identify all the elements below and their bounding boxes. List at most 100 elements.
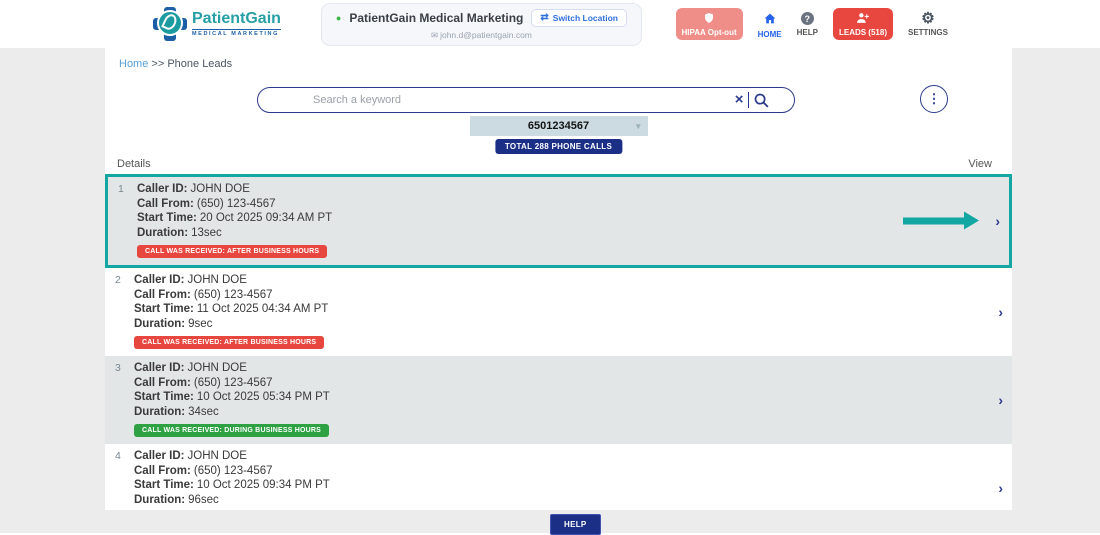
online-status-icon: ●: [335, 12, 342, 23]
duration-label: Duration:: [134, 493, 186, 506]
shield-icon: [703, 12, 715, 26]
row-details: Caller ID: JOHN DOE Call From: (650) 123-4…: [134, 361, 330, 437]
search-divider: [747, 92, 749, 108]
call-from-label: Call From:: [137, 197, 194, 210]
nav-home[interactable]: HOME: [758, 8, 782, 39]
duration-value: 9sec: [188, 317, 213, 330]
person-plus-icon: [856, 12, 870, 26]
duration-label: Duration:: [134, 405, 186, 418]
view-chevron-icon[interactable]: ›: [998, 304, 1003, 320]
list-header: Details View: [105, 156, 1012, 174]
caller-id-label: Caller ID:: [134, 362, 185, 374]
row-number: 2: [115, 274, 121, 286]
logo-name: PatientGain: [192, 10, 281, 27]
nav-home-label: HOME: [757, 30, 782, 39]
search-icon[interactable]: [753, 92, 770, 109]
start-time-label: Start Time:: [134, 391, 194, 403]
leads-label: LEADS (518): [838, 28, 887, 37]
phone-lead-row-1[interactable]: 1 Caller ID: JOHN DOE Call From: (650) 123…: [105, 174, 1012, 268]
call-from-label: Call From:: [134, 464, 191, 477]
content-panel: Home >> Phone Leads × ⋮ 6501234567 ▾ TOT…: [105, 48, 1012, 510]
call-status-badge: CALL WAS RECEIVED: DURING BUSINESS HOURS: [134, 424, 329, 437]
row-details: Caller ID: JOHN DOE Call From: (650) 123-4…: [134, 273, 328, 349]
details-column-header: Details: [117, 158, 151, 170]
duration-value: 96sec: [188, 493, 219, 506]
view-column-header: View: [968, 158, 992, 170]
call-from-value: (650) 123-4567: [193, 464, 273, 477]
start-time-value: 11 Oct 2025 04:34 AM PT: [196, 303, 329, 315]
clear-search-icon[interactable]: ×: [734, 91, 744, 108]
breadcrumb-home-link[interactable]: Home: [119, 58, 149, 70]
search-bar: ×: [257, 87, 795, 113]
phone-lead-row-2[interactable]: 2 Caller ID: JOHN DOE Call From: (650) 123…: [105, 268, 1012, 356]
start-time-value: 10 Oct 2025 09:34 PM PT: [196, 479, 330, 491]
total-calls-badge: TOTAL 288 PHONE CALLS: [494, 139, 623, 154]
nav-settings[interactable]: ⚙ SETTINGS: [908, 8, 948, 37]
call-status-badge: CALL WAS RECEIVED: AFTER BUSINESS HOURS: [137, 245, 328, 258]
logo-tagline: MEDICAL MARKETING: [192, 29, 281, 37]
phone-number-dropdown[interactable]: 6501234567 ▾: [469, 116, 648, 136]
switch-location-button[interactable]: ⇄ Switch Location: [531, 8, 627, 27]
start-time-label: Start Time:: [137, 212, 197, 224]
call-from-value: (650) 123-4567: [193, 376, 273, 389]
top-nav: HIPAA Opt-out HOME ? HELP LEADS (518) ⚙ …: [675, 8, 948, 40]
envelope-icon: ✉: [430, 29, 439, 40]
call-from-value: (650) 123-4567: [196, 197, 276, 210]
logo-text: PatientGain MEDICAL MARKETING: [192, 11, 281, 37]
help-button[interactable]: HELP: [550, 514, 601, 535]
start-time-label: Start Time:: [134, 303, 194, 315]
more-options-button[interactable]: ⋮: [920, 85, 948, 113]
call-status-badge: CALL WAS RECEIVED: AFTER BUSINESS HOURS: [134, 336, 325, 349]
account-email-text: john.d@patientgain.com: [440, 29, 532, 40]
caller-id-label: Caller ID:: [134, 274, 185, 286]
page-background: Home >> Phone Leads × ⋮ 6501234567 ▾ TOT…: [0, 48, 1100, 535]
caller-id-value: JOHN DOE: [187, 362, 247, 374]
nav-settings-label: SETTINGS: [907, 28, 948, 37]
search-input[interactable]: [258, 94, 735, 106]
switch-location-label: Switch Location: [552, 12, 618, 23]
call-from-label: Call From:: [134, 288, 191, 301]
breadcrumb-separator: >>: [151, 58, 165, 70]
view-chevron-icon[interactable]: ›: [995, 213, 1000, 229]
phone-lead-row-3[interactable]: 3 Caller ID: JOHN DOE Call From: (650) 123…: [105, 356, 1012, 444]
start-time-value: 20 Oct 2025 09:34 AM PT: [199, 212, 333, 224]
account-email: ✉ john.d@patientgain.com: [336, 30, 627, 41]
leads-button[interactable]: LEADS (518): [832, 8, 893, 40]
caller-id-value: JOHN DOE: [187, 274, 247, 286]
row-details: Caller ID: JOHN DOE Call From: (650) 123-4…: [134, 449, 330, 510]
duration-label: Duration:: [137, 226, 189, 239]
hipaa-optout-button[interactable]: HIPAA Opt-out: [675, 8, 743, 40]
start-time-value: 10 Oct 2025 05:34 PM PT: [196, 391, 330, 403]
view-chevron-icon[interactable]: ›: [998, 392, 1003, 408]
account-name: PatientGain Medical Marketing: [349, 10, 524, 25]
phone-number-value: 6501234567: [527, 120, 590, 132]
nav-help-label: HELP: [796, 28, 818, 37]
call-from-label: Call From:: [134, 376, 191, 389]
toolbar: × ⋮ 6501234567 ▾ TOTAL 288 PHONE CALLS: [105, 71, 1012, 156]
row-number: 3: [115, 362, 121, 374]
call-from-value: (650) 123-4567: [193, 288, 273, 301]
row-details: Caller ID: JOHN DOE Call From: (650) 123-4…: [137, 182, 332, 258]
caret-down-icon: ▾: [635, 120, 641, 131]
gear-icon: ⚙: [921, 10, 935, 27]
view-chevron-icon[interactable]: ›: [998, 480, 1003, 496]
row-number: 4: [115, 450, 121, 462]
duration-label: Duration:: [134, 317, 186, 330]
dots-vertical-icon: ⋮: [927, 91, 941, 106]
logo-cross-icon: [153, 7, 187, 41]
duration-value: 34sec: [188, 405, 219, 418]
nav-help[interactable]: ? HELP: [797, 8, 818, 37]
swap-icon: ⇄: [540, 11, 549, 23]
question-icon: ?: [800, 12, 814, 25]
row-number: 1: [118, 183, 124, 195]
patientgain-logo[interactable]: PatientGain MEDICAL MARKETING: [153, 7, 281, 41]
phone-lead-row-4[interactable]: 4 Caller ID: JOHN DOE Call From: (650) 123…: [105, 444, 1012, 510]
start-time-label: Start Time:: [134, 479, 194, 491]
breadcrumb-current: Phone Leads: [167, 58, 233, 70]
duration-value: 13sec: [191, 226, 222, 239]
breadcrumb: Home >> Phone Leads: [105, 48, 1012, 71]
home-icon: [763, 12, 777, 27]
annotation-arrow-icon: [903, 211, 979, 230]
caller-id-label: Caller ID:: [134, 450, 185, 462]
hipaa-optout-label: HIPAA Opt-out: [681, 28, 737, 37]
